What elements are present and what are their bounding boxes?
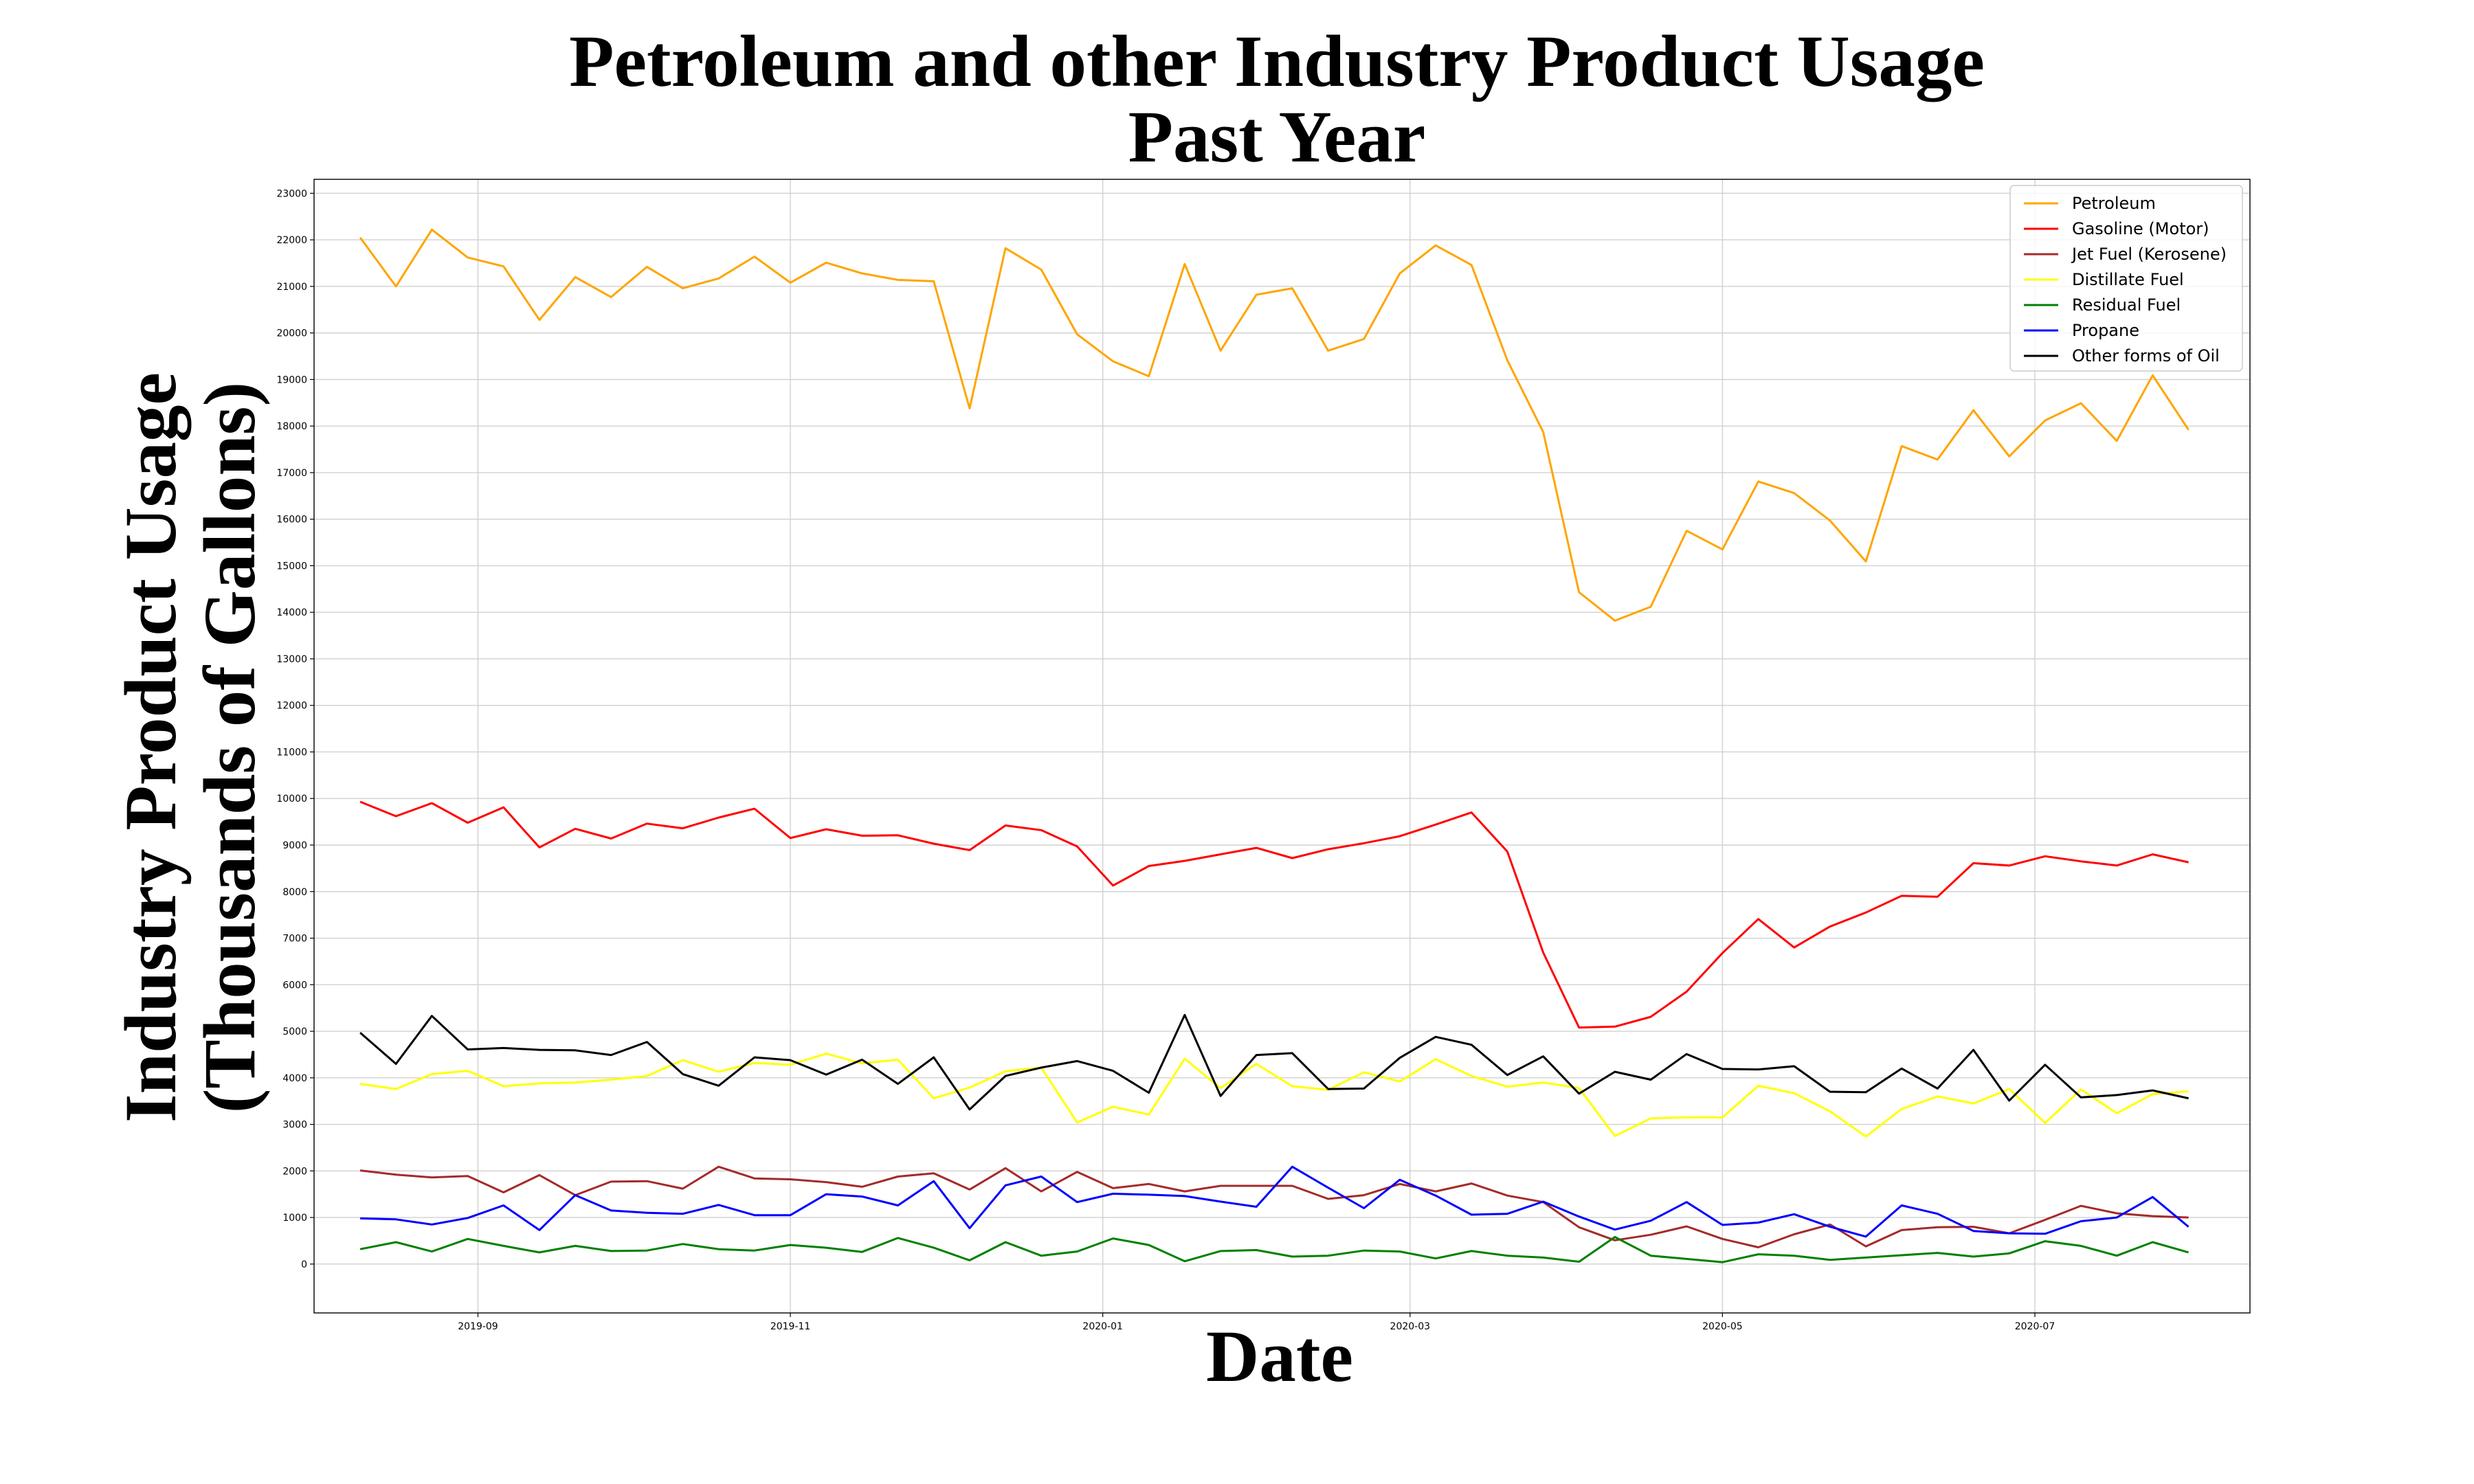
y-tick-label: 6000 bbox=[282, 980, 307, 991]
legend-label-distillate-fuel: Distillate Fuel bbox=[2072, 270, 2184, 289]
y-axis-label: Industry Product Usage bbox=[111, 372, 192, 1123]
legend-label-petroleum: Petroleum bbox=[2072, 194, 2156, 213]
series-line-propane bbox=[360, 1165, 2189, 1238]
y-tick-label: 19000 bbox=[276, 374, 307, 385]
y-tick-label: 23000 bbox=[276, 188, 307, 199]
x-axis-label: Date bbox=[1206, 1316, 1353, 1397]
chart-subtitle: Past Year bbox=[1128, 97, 1426, 178]
x-tick-label: 2019-11 bbox=[770, 1321, 811, 1332]
legend-label-jet-fuel-kerosene: Jet Fuel (Kerosene) bbox=[2071, 245, 2227, 264]
y-tick-label: 4000 bbox=[282, 1073, 307, 1084]
y-tick-label: 9000 bbox=[282, 840, 307, 851]
y-tick-label: 17000 bbox=[276, 468, 307, 479]
series-line-other-forms-of-oil bbox=[359, 1013, 2189, 1111]
y-tick-label: 15000 bbox=[276, 561, 307, 572]
y-tick-label: 12000 bbox=[276, 701, 307, 712]
series-line-gasoline-motor bbox=[359, 800, 2189, 1029]
y-tick-label: 11000 bbox=[276, 747, 307, 758]
x-tick-label: 2020-05 bbox=[1702, 1321, 1743, 1332]
x-axis-ticks: 2019-09 2019-11 2020-01 2020-03 2020-05 2020-… bbox=[458, 1313, 2055, 1332]
x-tick-label: 2020-01 bbox=[1082, 1321, 1123, 1332]
y-tick-label: 3000 bbox=[282, 1120, 307, 1131]
series-line-distillate-fuel bbox=[359, 1053, 2189, 1138]
y-tick-label: 13000 bbox=[276, 654, 307, 665]
legend-label-propane: Propane bbox=[2072, 321, 2139, 340]
y-axis-label-units: (Thousands of Gallons) bbox=[190, 382, 271, 1113]
y-axis-ticks: 0 1000 2000 3000 4000 5000 6000 7000 8000 9000 100… bbox=[276, 188, 314, 1270]
legend-label-gasoline-motor: Gasoline (Motor) bbox=[2072, 219, 2209, 238]
y-tick-label: 8000 bbox=[282, 887, 307, 898]
y-tick-label: 10000 bbox=[276, 794, 307, 805]
series-line-petroleum bbox=[359, 228, 2189, 622]
series-lines bbox=[359, 228, 2189, 1263]
y-tick-label: 0 bbox=[301, 1259, 307, 1270]
series-line-jet-fuel-kerosene bbox=[359, 1165, 2189, 1248]
series-line-residual-fuel bbox=[359, 1236, 2189, 1263]
y-tick-label: 7000 bbox=[282, 934, 307, 945]
y-tick-label: 16000 bbox=[276, 515, 307, 526]
legend: Petroleum Gasoline (Motor) Jet Fuel (Keros… bbox=[2009, 185, 2243, 372]
x-tick-label: 2020-07 bbox=[2015, 1321, 2055, 1332]
y-tick-label: 21000 bbox=[276, 282, 307, 293]
legend-label-other-forms-of-oil: Other forms of Oil bbox=[2072, 346, 2220, 366]
y-tick-label: 14000 bbox=[276, 607, 307, 618]
chart-title: Petroleum and other Industry Product Usa… bbox=[569, 21, 1985, 102]
plot-area-frame bbox=[313, 179, 2251, 1314]
x-tick-label: 2019-09 bbox=[458, 1321, 498, 1332]
grid bbox=[314, 179, 2250, 1313]
y-tick-label: 1000 bbox=[282, 1213, 307, 1224]
legend-label-residual-fuel: Residual Fuel bbox=[2072, 295, 2181, 315]
y-tick-label: 20000 bbox=[276, 328, 307, 339]
y-tick-label: 18000 bbox=[276, 421, 307, 432]
legend-box bbox=[2009, 185, 2243, 372]
y-tick-label: 2000 bbox=[282, 1166, 307, 1177]
y-tick-label: 5000 bbox=[282, 1026, 307, 1037]
x-tick-label: 2020-03 bbox=[1390, 1321, 1431, 1332]
y-tick-label: 22000 bbox=[276, 235, 307, 246]
